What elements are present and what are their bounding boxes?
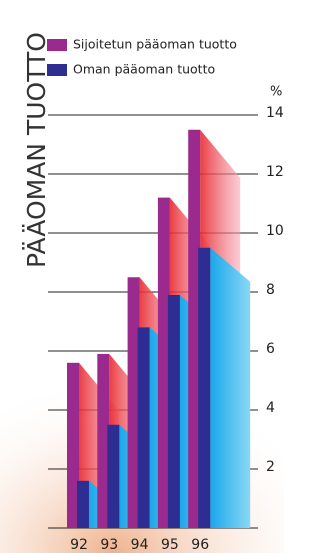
bar (77, 481, 89, 528)
legend-label: Sijoitetun pääoman tuotto (73, 37, 237, 52)
y-unit: % (270, 85, 282, 100)
y-tick-label: 10 (266, 223, 284, 239)
x-tick-label: 93 (100, 537, 118, 553)
x-tick-label: 92 (70, 537, 88, 553)
chart-title: PÄÄOMAN TUOTTO (22, 32, 51, 268)
y-tick-label: 4 (266, 400, 275, 416)
legend-swatch (47, 39, 67, 51)
y-tick-label: 12 (266, 164, 284, 180)
bar (107, 425, 119, 528)
y-tick-label: 14 (266, 105, 284, 121)
x-tick-label: 96 (191, 537, 209, 553)
legend-swatch (47, 64, 67, 76)
bar (138, 327, 150, 528)
bar (168, 295, 180, 528)
page: PÄÄOMAN TUOTTO % Sijoitetun pääoman tuot… (0, 0, 320, 553)
legend-label: Oman pääoman tuotto (73, 62, 215, 77)
y-tick-label: 2 (266, 459, 275, 475)
y-tick-label: 8 (266, 282, 275, 298)
bar (198, 248, 210, 528)
x-tick-label: 95 (161, 537, 179, 553)
chart: PÄÄOMAN TUOTTO % Sijoitetun pääoman tuot… (0, 0, 284, 553)
x-tick-label: 94 (131, 537, 149, 553)
bar-shade (210, 248, 250, 528)
y-tick-label: 6 (266, 341, 275, 357)
